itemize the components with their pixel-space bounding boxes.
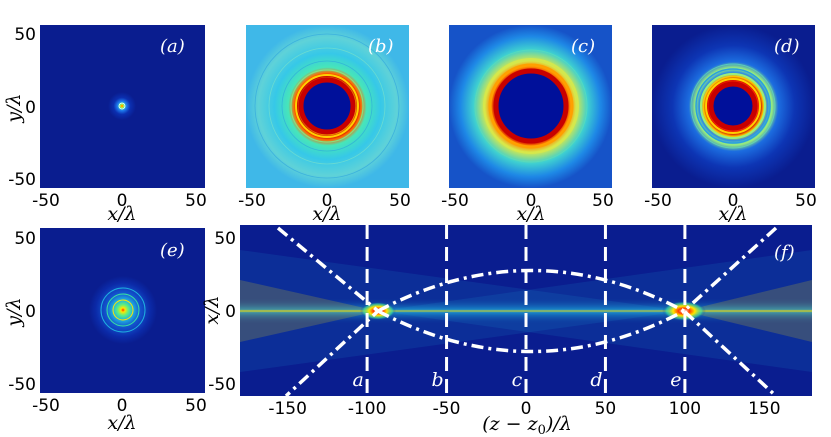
panel-f-xtick: -100: [348, 399, 387, 419]
panel-a-xtick: -50: [32, 191, 60, 211]
panel-b: (b) -50 0 50 x/λ: [238, 25, 411, 225]
panel-a-spot: [108, 92, 136, 120]
panel-a-ytick: 0: [25, 98, 36, 118]
slice-label-d: d: [590, 369, 602, 391]
panel-b-label: (b): [368, 36, 394, 57]
panel-c-xlabel: x/λ: [516, 203, 545, 225]
panel-d-xlabel: x/λ: [718, 203, 747, 225]
panel-b-xlabel: x/λ: [312, 203, 341, 225]
panel-a: (a) 50 0 -50 -50 0 50 x/λ y/λ: [3, 25, 207, 225]
panel-b-ring: [298, 77, 356, 135]
panel-e-spot: [89, 276, 157, 344]
panel-f-xtick: 150: [748, 399, 780, 419]
panel-a-xlabel: x/λ: [107, 203, 136, 225]
panel-f-xtick: -150: [268, 399, 307, 419]
panel-f-ytick: 0: [225, 302, 236, 322]
panel-a-ylabel: y/λ: [3, 93, 25, 123]
panel-f-xtick: 50: [595, 399, 617, 419]
panel-e-xtick: 0: [117, 396, 128, 416]
panel-e-ytick: -50: [8, 375, 36, 395]
panel-d-xtick: 50: [795, 191, 817, 211]
panel-d-ring: [708, 81, 758, 131]
panel-f-ytick: -50: [208, 375, 236, 395]
panel-c: (c) -50 0 50 x/λ: [441, 25, 614, 225]
panel-e-xlabel: x/λ: [107, 412, 136, 434]
panel-f-xtick: 100: [669, 399, 701, 419]
panel-f-markers: a b c d e: [352, 225, 687, 396]
panel-e-ytick: 0: [25, 302, 36, 322]
panel-d-xtick: -50: [644, 191, 672, 211]
panel-b-xtick: 0: [322, 191, 333, 211]
panel-a-ytick: 50: [14, 25, 36, 45]
panel-e-ylabel: y/λ: [3, 297, 25, 327]
panel-b-xtick: -50: [238, 191, 266, 211]
panel-e-xtick: 50: [185, 396, 207, 416]
panel-a-label: (a): [160, 36, 185, 57]
panel-f-xtick: 0: [521, 399, 532, 419]
panel-c-label: (c): [571, 36, 595, 57]
panel-d: (d) -50 0 50 x/λ: [644, 25, 817, 225]
panel-a-ytick: -50: [8, 170, 36, 190]
panel-f-label: (f): [774, 242, 795, 263]
panel-f-ylabel: x/λ: [201, 295, 223, 324]
slice-label-a: a: [352, 369, 363, 391]
slice-label-c: c: [512, 369, 523, 391]
panel-e-label: (e): [160, 240, 185, 261]
panel-f-xlabel: (z − z0)/λ: [482, 413, 572, 437]
panel-e-ytick: 50: [14, 229, 36, 249]
panel-e: (e) 50 0 -50 -50 0 50 x/λ y/λ: [3, 228, 207, 434]
panel-c-xtick: 0: [526, 191, 537, 211]
panel-f-ytick: 50: [214, 229, 236, 249]
panel-c-ring: [493, 68, 569, 144]
panel-a-xtick: 0: [117, 191, 128, 211]
panel-c-xtick: -50: [441, 191, 469, 211]
panel-a-xtick: 50: [185, 191, 207, 211]
panel-c-xtick: 50: [592, 191, 614, 211]
slice-label-b: b: [431, 369, 443, 391]
panel-f-beam: [240, 226, 812, 396]
panel-d-label: (d): [774, 36, 800, 57]
panel-f-xticks: -150 -100 -50 0 50 100 150: [268, 399, 780, 419]
slice-label-e: e: [670, 369, 681, 391]
panel-f-xtick: -50: [433, 399, 461, 419]
panel-b-xtick: 50: [389, 191, 411, 211]
panel-d-xtick: 0: [728, 191, 739, 211]
panel-e-xtick: -50: [32, 396, 60, 416]
